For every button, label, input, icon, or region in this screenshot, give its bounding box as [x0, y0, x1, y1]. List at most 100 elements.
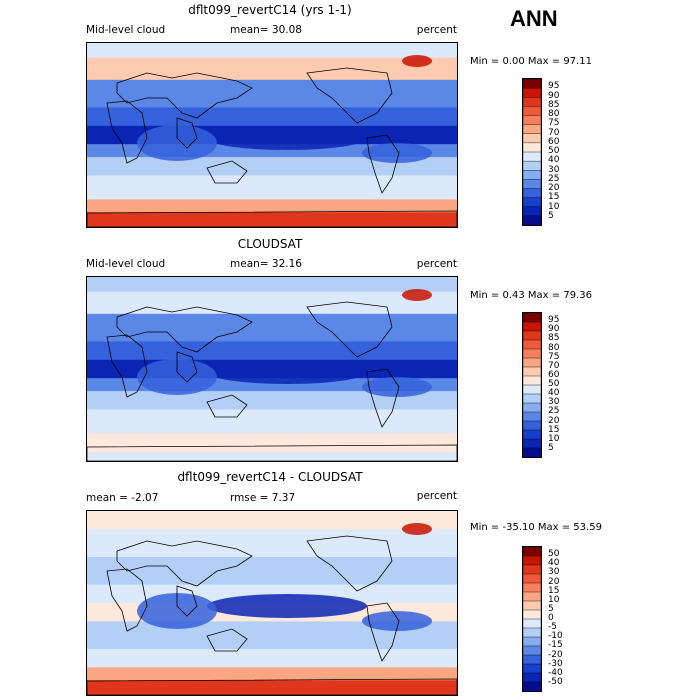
colorbar-swatch — [523, 106, 541, 117]
colorbar-swatch — [523, 663, 541, 674]
colorbar-tick-label: 50 — [548, 379, 560, 389]
colorbar-swatch — [523, 170, 541, 181]
colorbar-swatch — [523, 609, 541, 620]
colorbar-tick-label: -50 — [548, 676, 563, 687]
coastline — [176, 117, 198, 149]
colorbar-tick-label: 20 — [548, 576, 560, 587]
coastline — [366, 368, 400, 428]
colorbar-swatch — [523, 618, 541, 629]
colorbar-tick-label: 50 — [548, 549, 560, 560]
colorbar-swatch — [523, 393, 541, 404]
panel-3-title: dflt099_revertC14 - CLOUDSAT — [177, 470, 363, 484]
coastline — [306, 67, 393, 124]
colorbar-tick-label: -40 — [548, 667, 563, 678]
map-field-band — [87, 557, 457, 586]
panel-1-center-label: mean= 30.08 — [230, 24, 302, 36]
colorbar-tick-label: 10 — [548, 201, 560, 212]
colorbar-tick-label: 30 — [548, 397, 560, 408]
colorbar-swatch — [523, 636, 541, 647]
colorbar-swatch — [523, 321, 541, 332]
coastline — [176, 585, 198, 617]
colorbar-swatch — [523, 97, 541, 108]
colorbar-tick-label: 75 — [548, 351, 560, 362]
colorbar-swatch — [523, 555, 541, 566]
map-field-band — [87, 199, 457, 213]
map-field-band — [87, 175, 457, 200]
colorbar-tick-label: 15 — [548, 585, 560, 596]
colorbar-swatch — [523, 375, 541, 386]
colorbar-tick-label: 95 — [548, 315, 560, 326]
colorbar-swatch — [523, 564, 541, 575]
coastline — [106, 100, 148, 164]
colorbar-tick-label: 25 — [548, 173, 560, 184]
map-field-band — [87, 433, 457, 453]
colorbar-tick-label: 90 — [548, 324, 560, 335]
colorbar-tick-label: 40 — [548, 388, 560, 399]
panel-2-center-label: mean= 32.16 — [230, 258, 302, 270]
map-field-band — [87, 667, 457, 681]
map-field-band — [87, 341, 457, 361]
colorbar-tick-label: -20 — [548, 649, 563, 660]
colorbar-swatch — [523, 357, 541, 368]
colorbar-tick-label: 0 — [548, 613, 554, 623]
panel-1-colorbar — [522, 78, 542, 226]
map-field-band — [87, 649, 457, 668]
colorbar-swatch — [523, 447, 541, 457]
colorbar-swatch — [523, 313, 541, 323]
colorbar-swatch — [523, 124, 541, 135]
coastline — [116, 72, 253, 119]
panel-1-map — [86, 42, 458, 228]
map-field-band — [87, 409, 457, 434]
map-field-band — [87, 212, 457, 227]
colorbar-swatch — [523, 160, 541, 172]
colorbar-swatch — [523, 411, 541, 422]
colorbar-swatch — [523, 600, 541, 611]
map-field-band — [87, 313, 457, 342]
colorbar-tick-label: 80 — [548, 342, 560, 353]
map-field-feature — [207, 594, 367, 618]
panel-2-title: CLOUDSAT — [237, 237, 303, 251]
colorbar-swatch — [523, 573, 541, 584]
colorbar-swatch — [523, 402, 541, 413]
colorbar-tick-label: 85 — [548, 99, 560, 110]
panel-1-right-label: percent — [416, 24, 457, 36]
map-field-feature — [362, 611, 432, 631]
map-field-band — [87, 157, 457, 176]
colorbar-tick-label: 90 — [548, 90, 560, 101]
panel-2-map — [86, 276, 458, 462]
coastline — [176, 351, 198, 383]
map-field-band — [87, 451, 457, 461]
panel-2-right-label: percent — [416, 258, 457, 270]
map-field-band — [87, 291, 457, 315]
colorbar-tick-label: 80 — [548, 109, 560, 119]
colorbar-swatch — [523, 591, 541, 602]
colorbar-tick-label: -30 — [548, 658, 563, 669]
colorbar-swatch — [523, 582, 541, 593]
map-field-band — [87, 529, 457, 558]
panel-3-map — [86, 510, 458, 696]
colorbar-swatch — [523, 645, 541, 656]
colorbar-swatch — [523, 672, 541, 683]
colorbar-tick-label: 70 — [548, 127, 560, 138]
colorbar-swatch — [523, 115, 541, 126]
colorbar-swatch — [523, 330, 541, 341]
panel-3-colorbar — [522, 546, 542, 692]
map-field-feature — [137, 359, 217, 395]
colorbar-swatch — [523, 339, 541, 350]
coastline — [206, 628, 248, 652]
panel-2-minmax: Min = 0.43 Max = 79.36 — [470, 290, 592, 301]
coastline — [116, 306, 253, 353]
map-field-feature — [137, 125, 217, 161]
coastline — [306, 301, 393, 358]
colorbar-tick-label: 40 — [548, 558, 560, 569]
panel-3-center-label: rmse = 7.37 — [230, 492, 296, 504]
coastline — [306, 535, 393, 592]
map-field-feature — [402, 289, 432, 301]
panel-1-left-label: Mid-level cloud — [86, 24, 166, 36]
coastline — [106, 334, 148, 398]
colorbar-swatch — [523, 681, 541, 691]
map-field-band — [87, 277, 457, 293]
colorbar-swatch — [523, 420, 541, 431]
map-field-band — [87, 391, 457, 410]
colorbar-swatch — [523, 197, 541, 208]
